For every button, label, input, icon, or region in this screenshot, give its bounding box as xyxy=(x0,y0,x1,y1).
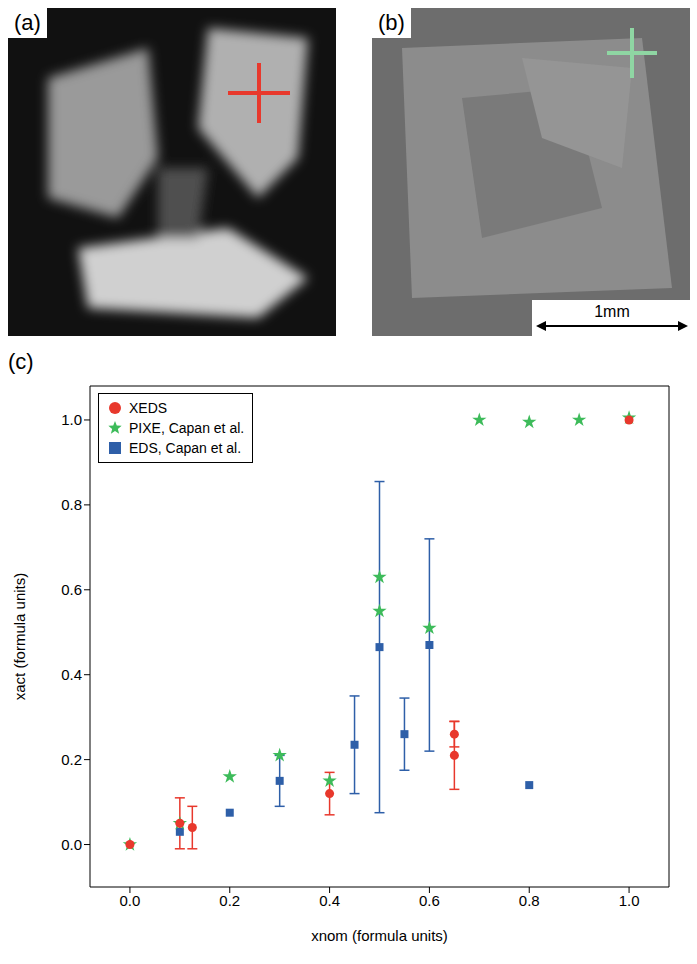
svg-text:0.2: 0.2 xyxy=(219,892,240,909)
svg-text:0.2: 0.2 xyxy=(61,751,82,768)
html-text:PIXE, Capan et al.: PIXE, Capan et al. xyxy=(129,420,245,436)
svg-text:xnom (formula units): xnom (formula units) xyxy=(311,927,448,944)
svg-text:0.8: 0.8 xyxy=(61,496,82,513)
svg-text:0.4: 0.4 xyxy=(61,666,82,683)
html-text:(b): (b) xyxy=(378,10,405,35)
svg-text:0.0: 0.0 xyxy=(120,892,141,909)
svg-text:0.4: 0.4 xyxy=(319,892,340,909)
svg-text:1mm: 1mm xyxy=(594,303,630,320)
svg-text:0.0: 0.0 xyxy=(61,836,82,853)
svg-text:0.6: 0.6 xyxy=(419,892,440,909)
html-text:(c): (c) xyxy=(8,349,34,374)
svg-text:xact (formula units): xact (formula units) xyxy=(11,573,28,701)
html-text:XEDS: XEDS xyxy=(129,400,168,416)
svg-text:0.6: 0.6 xyxy=(61,581,82,598)
svg-text:1.0: 1.0 xyxy=(61,411,82,428)
html-text:EDS, Capan et al.: EDS, Capan et al. xyxy=(129,440,242,456)
svg-text:1.0: 1.0 xyxy=(619,892,640,909)
html-text:(a): (a) xyxy=(14,10,41,35)
svg-text:0.8: 0.8 xyxy=(519,892,540,909)
